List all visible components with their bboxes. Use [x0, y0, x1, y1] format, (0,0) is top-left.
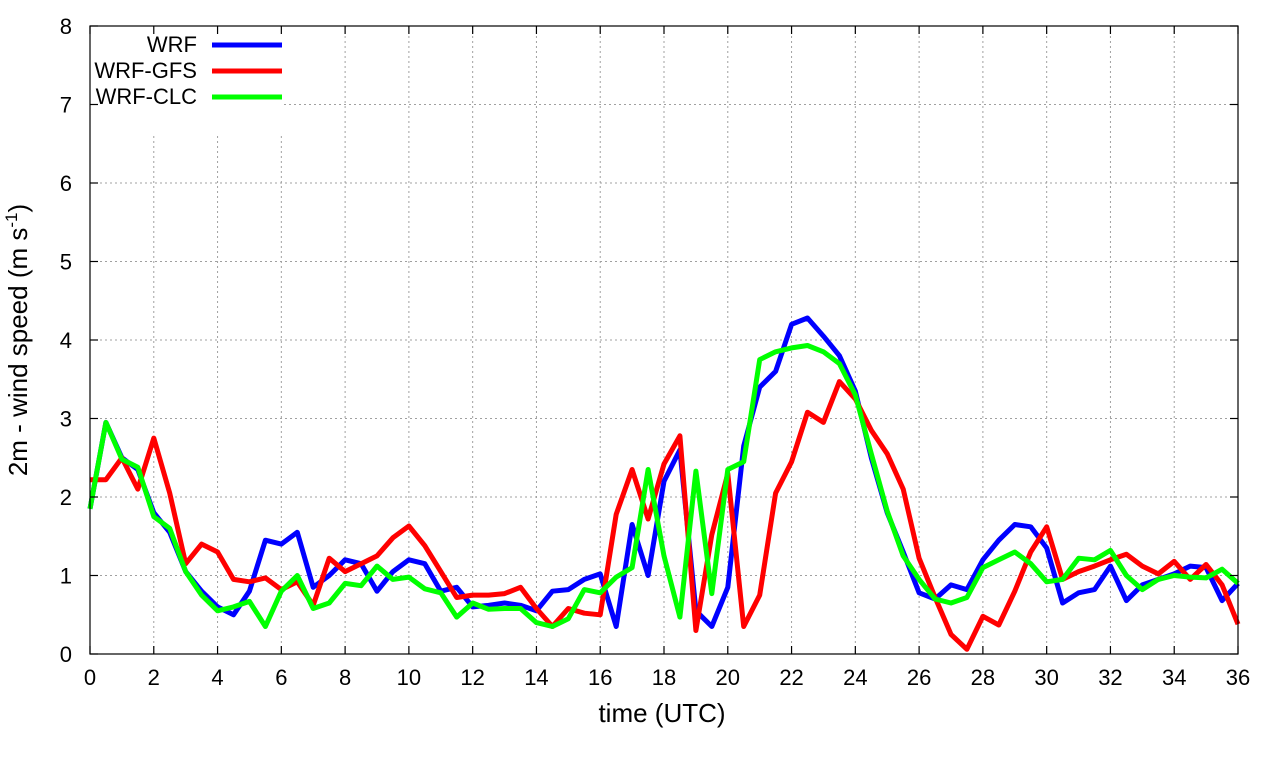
y-tick-label: 6 [60, 171, 72, 196]
x-tick-label: 28 [971, 665, 995, 690]
series-layer [87, 315, 1241, 652]
legend-label-wrf-clc: WRF-CLC [96, 84, 198, 109]
x-tick-label: 22 [779, 665, 803, 690]
y-tick-label: 5 [60, 250, 72, 275]
y-tick-label: 0 [60, 642, 72, 667]
axis-layer: 0 2 4 6 8 10 12 14 16 18 20 22 24 26 28 30 32 34 360123456… [60, 14, 1250, 690]
x-tick-label: 26 [907, 665, 931, 690]
y-tick-label: 8 [60, 14, 72, 39]
x-tick-label: 34 [1162, 665, 1186, 690]
y-tick-label: 1 [60, 564, 72, 589]
x-tick-label: 32 [1098, 665, 1122, 690]
y-tick-label: 4 [60, 328, 72, 353]
y-axis-title-close: ) [3, 204, 33, 213]
legend-label-wrf: WRF [147, 32, 197, 57]
x-tick-label: 14 [524, 665, 548, 690]
series-line-wrf [87, 315, 1240, 629]
y-axis-title-exponent: -1 [2, 213, 21, 228]
series-line-wrf-clc [87, 343, 1240, 629]
x-tick-label: 24 [843, 665, 867, 690]
x-tick-label: 2 [148, 665, 160, 690]
x-tick-label: 12 [460, 665, 484, 690]
x-tick-label: 16 [588, 665, 612, 690]
plot-border [89, 25, 1239, 655]
y-tick-label: 2 [60, 485, 72, 510]
x-tick-label: 6 [275, 665, 287, 690]
x-tick-label: 20 [716, 665, 740, 690]
legend-label-wrf-gfs: WRF-GFS [94, 58, 197, 83]
x-tick-label: 36 [1226, 665, 1250, 690]
grid-layer [90, 26, 1238, 654]
x-tick-label: 18 [652, 665, 676, 690]
x-tick-label: 30 [1034, 665, 1058, 690]
y-tick-label: 7 [60, 93, 72, 118]
x-tick-label: 4 [211, 665, 223, 690]
x-tick-label: 8 [339, 665, 351, 690]
x-axis-title: time (UTC) [598, 698, 725, 728]
y-axis-title-main: 2m - wind speed (m s [3, 228, 33, 477]
x-tick-label: 0 [84, 665, 96, 690]
y-axis-title: 2m - wind speed (m s-1) [2, 204, 33, 476]
x-tick-label: 10 [397, 665, 421, 690]
y-tick-label: 3 [60, 407, 72, 432]
